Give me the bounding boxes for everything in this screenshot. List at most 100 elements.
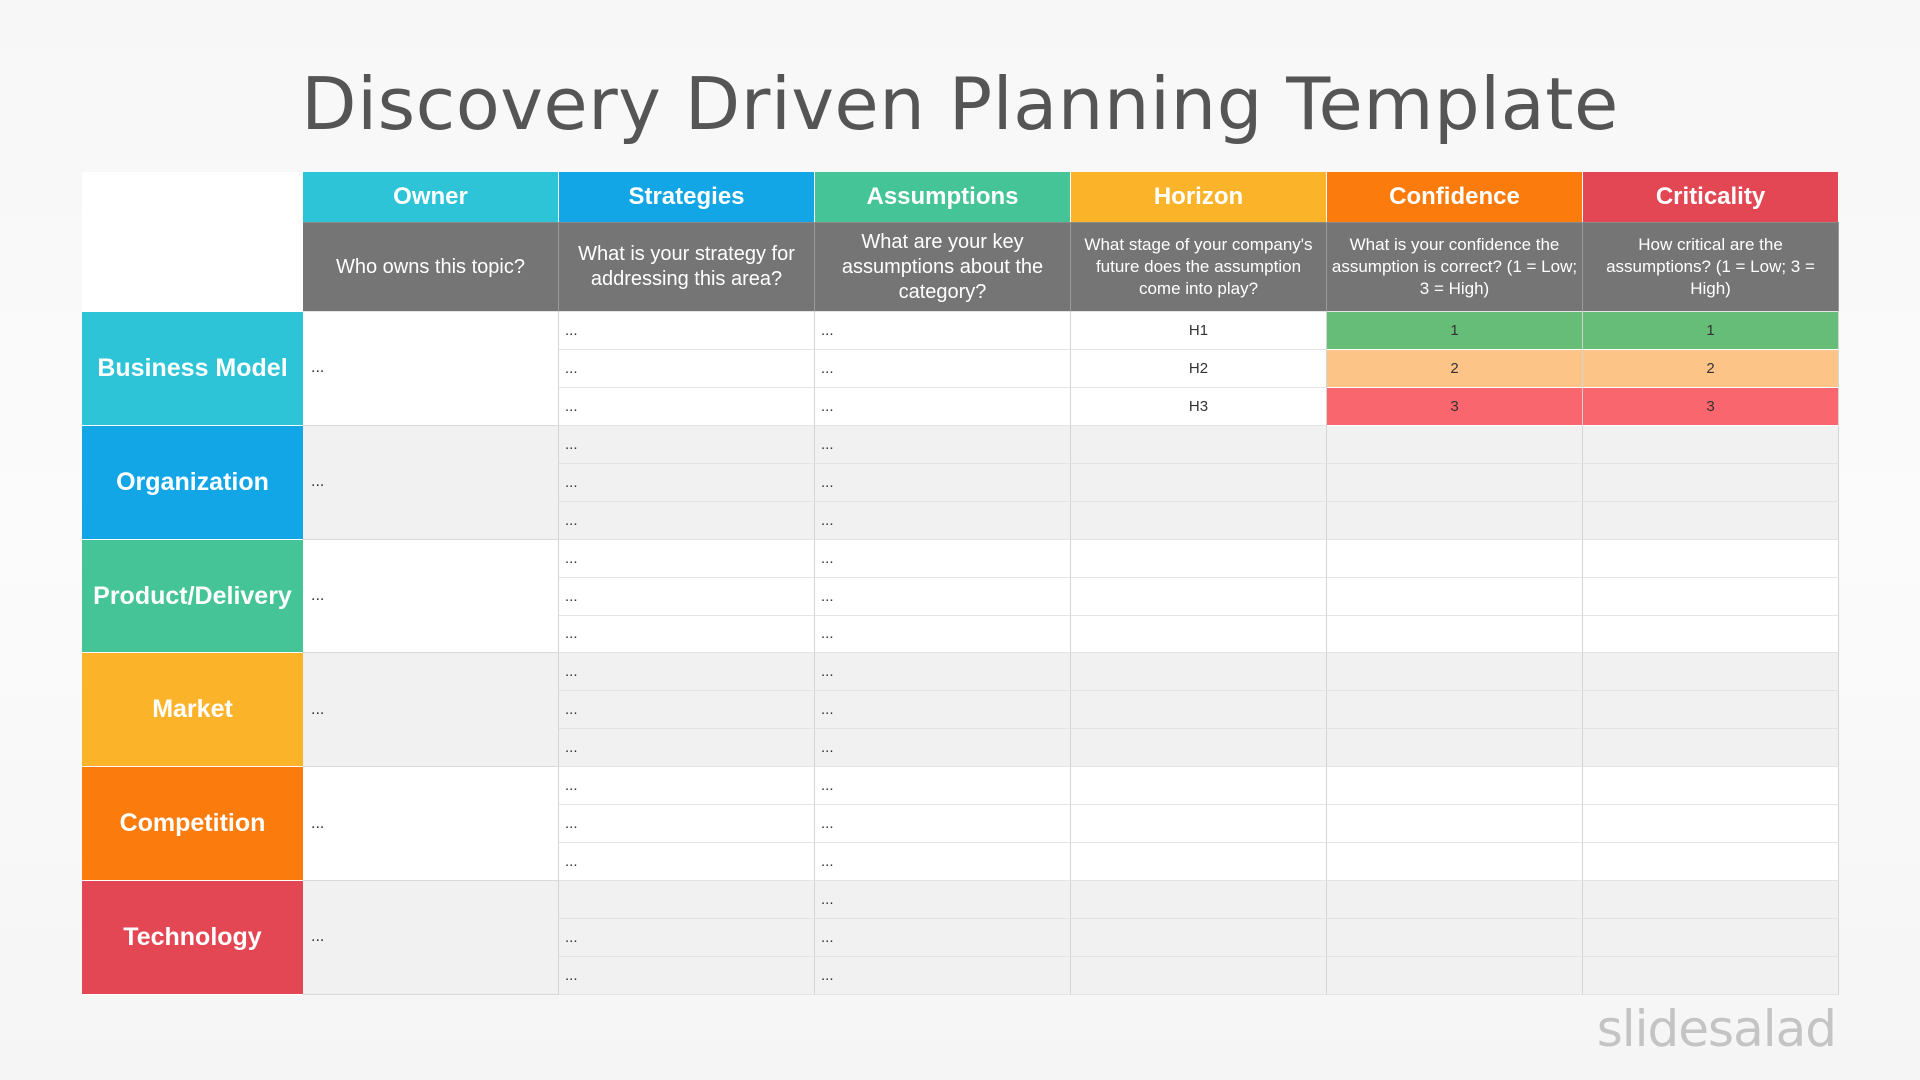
criticality-cell[interactable] xyxy=(1583,653,1839,692)
horizon-cell[interactable]: H1 xyxy=(1071,312,1327,350)
horizon-cell[interactable] xyxy=(1071,729,1327,768)
assumption-cell[interactable]: ... xyxy=(815,425,1071,464)
assumption-cell[interactable]: ... xyxy=(815,805,1071,844)
horizon-cell[interactable] xyxy=(1071,539,1327,578)
horizon-cell[interactable] xyxy=(1071,615,1327,654)
criticality-cell[interactable] xyxy=(1583,463,1839,502)
confidence-cell[interactable] xyxy=(1327,501,1583,540)
assumption-cell[interactable]: ... xyxy=(815,767,1071,806)
owner-cell-technology[interactable]: ... xyxy=(303,881,559,995)
criticality-cell[interactable] xyxy=(1583,615,1839,654)
assumption-cell[interactable]: ... xyxy=(815,312,1071,350)
category-organization: Organization xyxy=(82,425,303,540)
assumption-cell[interactable]: ... xyxy=(815,956,1071,995)
strategy-cell[interactable]: ... xyxy=(559,767,815,806)
strategy-cell[interactable]: ... xyxy=(559,615,815,654)
criticality-cell[interactable] xyxy=(1583,539,1839,578)
assumption-cell[interactable]: ... xyxy=(815,729,1071,768)
criticality-cell[interactable] xyxy=(1583,577,1839,616)
owner-cell-competition[interactable]: ... xyxy=(303,767,559,882)
horizon-cell[interactable]: H2 xyxy=(1071,349,1327,388)
horizon-cell[interactable] xyxy=(1071,691,1327,730)
assumption-cell[interactable]: ... xyxy=(815,349,1071,388)
horizon-cell[interactable] xyxy=(1071,653,1327,692)
confidence-cell[interactable] xyxy=(1327,919,1583,957)
owner-cell-product-delivery[interactable]: ... xyxy=(303,539,559,654)
column-question-assumptions: What are your key assumptions about the … xyxy=(815,222,1071,312)
confidence-cell[interactable] xyxy=(1327,577,1583,616)
horizon-cell[interactable] xyxy=(1071,463,1327,502)
horizon-cell[interactable] xyxy=(1071,501,1327,540)
assumption-cell[interactable]: ... xyxy=(815,463,1071,502)
criticality-cell[interactable] xyxy=(1583,881,1839,919)
strategy-cell[interactable]: ... xyxy=(559,729,815,768)
strategy-cell[interactable]: ... xyxy=(559,956,815,995)
confidence-cell[interactable] xyxy=(1327,843,1583,882)
confidence-cell[interactable]: 2 xyxy=(1327,349,1583,388)
strategy-cell[interactable]: ... xyxy=(559,577,815,616)
criticality-cell[interactable]: 3 xyxy=(1583,387,1839,426)
horizon-cell[interactable]: H3 xyxy=(1071,387,1327,426)
assumption-cell[interactable]: ... xyxy=(815,843,1071,882)
strategy-cell[interactable] xyxy=(559,881,815,919)
strategy-cell[interactable]: ... xyxy=(559,312,815,350)
horizon-cell[interactable] xyxy=(1071,843,1327,882)
assumption-cell[interactable]: ... xyxy=(815,539,1071,578)
confidence-cell[interactable] xyxy=(1327,767,1583,806)
strategy-cell[interactable]: ... xyxy=(559,805,815,844)
confidence-cell[interactable] xyxy=(1327,729,1583,768)
horizon-cell[interactable] xyxy=(1071,919,1327,957)
assumption-cell[interactable]: ... xyxy=(815,387,1071,426)
confidence-cell[interactable]: 1 xyxy=(1327,312,1583,350)
horizon-cell[interactable] xyxy=(1071,881,1327,919)
criticality-cell[interactable] xyxy=(1583,919,1839,957)
criticality-cell[interactable] xyxy=(1583,843,1839,882)
owner-cell-business-model[interactable]: ... xyxy=(303,312,559,426)
horizon-cell[interactable] xyxy=(1071,577,1327,616)
owner-cell-market[interactable]: ... xyxy=(303,653,559,768)
owner-cell-organization[interactable]: ... xyxy=(303,425,559,540)
assumption-cell[interactable]: ... xyxy=(815,653,1071,692)
confidence-cell[interactable] xyxy=(1327,463,1583,502)
criticality-cell[interactable] xyxy=(1583,767,1839,806)
criticality-cell[interactable] xyxy=(1583,501,1839,540)
criticality-cell[interactable] xyxy=(1583,729,1839,768)
assumption-cell[interactable]: ... xyxy=(815,691,1071,730)
strategy-cell[interactable]: ... xyxy=(559,349,815,388)
assumption-cell[interactable]: ... xyxy=(815,881,1071,919)
strategy-cell[interactable]: ... xyxy=(559,919,815,957)
strategy-cell[interactable]: ... xyxy=(559,463,815,502)
horizon-cell[interactable] xyxy=(1071,805,1327,844)
column-header-confidence: Confidence xyxy=(1327,172,1583,222)
strategy-cell[interactable]: ... xyxy=(559,843,815,882)
category-business-model: Business Model xyxy=(82,312,303,426)
horizon-cell[interactable] xyxy=(1071,767,1327,806)
strategy-cell[interactable]: ... xyxy=(559,691,815,730)
criticality-cell[interactable] xyxy=(1583,425,1839,464)
horizon-cell[interactable] xyxy=(1071,956,1327,995)
criticality-cell[interactable] xyxy=(1583,805,1839,844)
confidence-cell[interactable] xyxy=(1327,956,1583,995)
assumption-cell[interactable]: ... xyxy=(815,577,1071,616)
assumption-cell[interactable]: ... xyxy=(815,501,1071,540)
criticality-cell[interactable] xyxy=(1583,691,1839,730)
confidence-cell[interactable] xyxy=(1327,805,1583,844)
strategy-cell[interactable]: ... xyxy=(559,653,815,692)
assumption-cell[interactable]: ... xyxy=(815,615,1071,654)
confidence-cell[interactable] xyxy=(1327,539,1583,578)
strategy-cell[interactable]: ... xyxy=(559,539,815,578)
confidence-cell[interactable] xyxy=(1327,425,1583,464)
strategy-cell[interactable]: ... xyxy=(559,425,815,464)
confidence-cell[interactable] xyxy=(1327,691,1583,730)
confidence-cell[interactable] xyxy=(1327,615,1583,654)
strategy-cell[interactable]: ... xyxy=(559,501,815,540)
horizon-cell[interactable] xyxy=(1071,425,1327,464)
assumption-cell[interactable]: ... xyxy=(815,919,1071,957)
criticality-cell[interactable]: 1 xyxy=(1583,312,1839,350)
criticality-cell[interactable] xyxy=(1583,956,1839,995)
strategy-cell[interactable]: ... xyxy=(559,387,815,426)
confidence-cell[interactable]: 3 xyxy=(1327,387,1583,426)
criticality-cell[interactable]: 2 xyxy=(1583,349,1839,388)
confidence-cell[interactable] xyxy=(1327,881,1583,919)
confidence-cell[interactable] xyxy=(1327,653,1583,692)
